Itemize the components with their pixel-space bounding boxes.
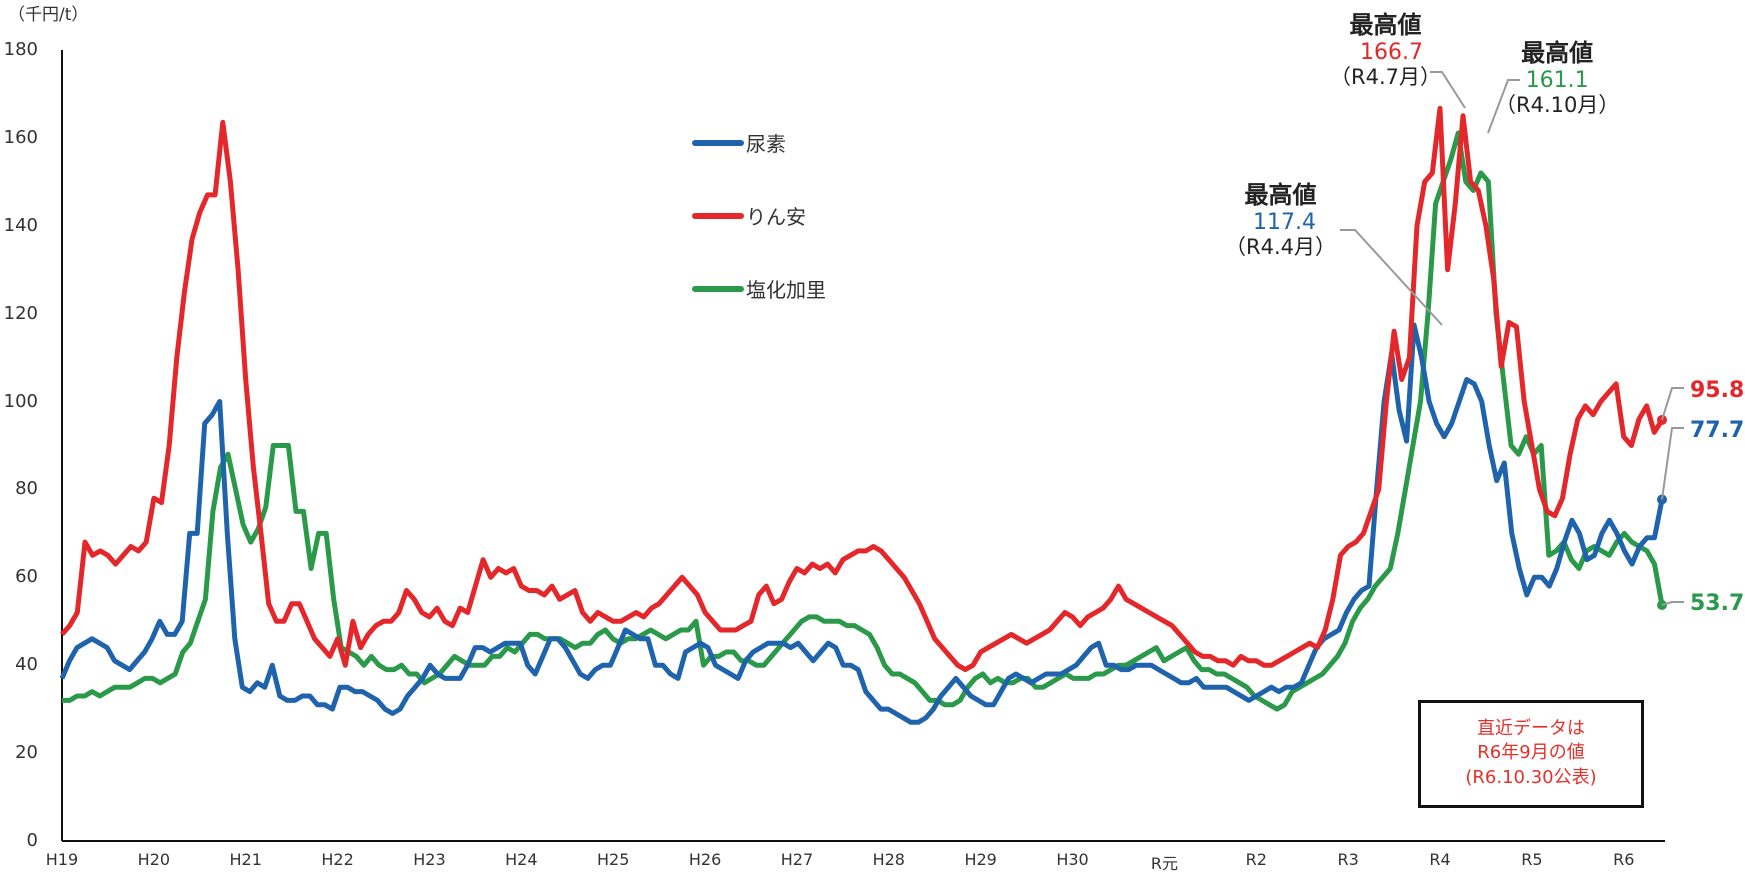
series-layer [59, 105, 1667, 725]
annotation-leader-line [1487, 79, 1520, 134]
x-tick-label: R2 [1245, 850, 1267, 869]
x-tick-label: H20 [137, 850, 171, 869]
x-tick-label: R5 [1521, 850, 1543, 869]
note-line-1: 直近データは [1477, 718, 1585, 739]
latest-data-note: 直近データは R6年9月の値 (R6.10.30公表) [1418, 700, 1644, 808]
end-label-urea: 77.7 [1690, 418, 1745, 443]
legend-swatch-dap [692, 212, 744, 219]
x-tick-label: R元 [1150, 854, 1178, 873]
x-tick-label: H27 [780, 850, 814, 869]
annotation-leader-line [1661, 601, 1684, 606]
annotation-dap-max-date: （R4.7月） [1330, 64, 1441, 89]
annotation-leader-line [1661, 387, 1684, 421]
x-tick-label: H23 [413, 850, 446, 869]
series-line [59, 322, 1665, 725]
annotation-kcl-max-title: 最高値 [1521, 39, 1594, 67]
annotation-dap-max-value: 166.7 [1360, 39, 1423, 65]
y-tick-label: 160 [3, 126, 38, 148]
legend-label-dap: りん安 [746, 205, 806, 229]
note-line-3: (R6.10.30公表) [1465, 766, 1597, 788]
y-axis-unit-label: （千円/t） [8, 5, 89, 25]
legend-item-dap: りん安 [692, 201, 806, 230]
annotation-dap-max-title: 最高値 [1349, 11, 1422, 39]
annotation-kcl-max: 最高値 161.1 （R4.10月） [1495, 39, 1620, 117]
legend-item-kcl: 塩化加里 [692, 274, 826, 303]
annotation-leader-line [1430, 71, 1466, 109]
legend-item-urea: 尿素 [692, 128, 786, 157]
legend-label-kcl: 塩化加里 [746, 278, 826, 302]
annotation-leader-line [1661, 427, 1684, 500]
y-tick-label: 80 [15, 478, 38, 500]
x-tick-label: R4 [1429, 850, 1451, 869]
x-tick-label: H28 [872, 850, 905, 869]
legend-label-urea: 尿素 [746, 132, 786, 156]
x-tick-label: H26 [688, 850, 722, 869]
x-tick-label: R3 [1337, 850, 1359, 869]
y-tick-label: 140 [3, 214, 38, 236]
y-tick-label: 60 [15, 566, 38, 588]
x-tick-label: H24 [505, 850, 538, 869]
x-tick-label: H29 [964, 850, 997, 869]
end-label-dap: 95.8 [1690, 378, 1745, 403]
x-tick-label: H19 [45, 850, 79, 869]
x-tick-label: H21 [229, 850, 262, 869]
y-tick-label: 20 [15, 742, 38, 764]
annotation-urea-max-title: 最高値 [1244, 181, 1317, 209]
y-tick-label: 40 [15, 654, 38, 676]
annotation-urea-max: 最高値 117.4 （R4.4月） [1225, 181, 1336, 259]
annotation-dap-max: 最高値 166.7 （R4.7月） [1330, 11, 1441, 89]
x-tick-label: R6 [1613, 850, 1635, 869]
y-tick-label: 180 [3, 38, 38, 60]
note-line-2: R6年9月の値 [1477, 742, 1585, 764]
annotation-kcl-max-value: 161.1 [1525, 67, 1589, 93]
legend-swatch-kcl [692, 285, 744, 292]
end-label-kcl: 53.7 [1690, 591, 1745, 616]
series-line [60, 105, 1665, 673]
annotation-urea-max-value: 117.4 [1253, 209, 1316, 235]
x-tick-label: H22 [321, 850, 354, 869]
annotation-leader-line [1340, 229, 1443, 326]
series-line [62, 130, 1665, 712]
x-tick-label: H25 [596, 850, 630, 869]
x-tick-label: H30 [1056, 850, 1089, 869]
y-tick-label: 100 [3, 390, 38, 412]
leader-lines [1340, 71, 1684, 606]
y-tick-label: 0 [26, 830, 38, 851]
legend-swatch-urea [692, 139, 744, 146]
annotation-urea-max-date: （R4.4月） [1225, 234, 1336, 259]
y-tick-label: 120 [3, 302, 38, 324]
annotation-kcl-max-date: （R4.10月） [1495, 92, 1620, 117]
